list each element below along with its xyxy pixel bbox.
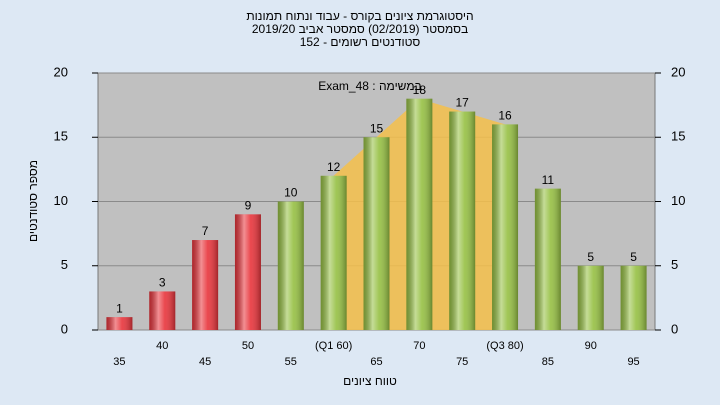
bar-shine bbox=[577, 265, 604, 330]
data-label: 3 bbox=[159, 276, 166, 290]
data-label: 16 bbox=[498, 109, 512, 123]
x-tick-label: 85 bbox=[542, 356, 554, 368]
data-label: 7 bbox=[202, 224, 209, 238]
chart-subtitle: סטודנטים רשומים - 152 bbox=[300, 35, 421, 49]
x-tick-label: 95 bbox=[627, 356, 639, 368]
bar-shine bbox=[363, 137, 390, 330]
bar-shine bbox=[149, 291, 176, 330]
bar-shine bbox=[277, 201, 304, 330]
data-label: 17 bbox=[456, 96, 470, 110]
y2-tick-label: 20 bbox=[671, 64, 685, 79]
x-axis-label: טווח ציונים bbox=[343, 374, 397, 388]
bar-shine bbox=[192, 240, 219, 330]
x-tick-label: 90 bbox=[585, 340, 597, 352]
x-tick-label: (Q3 80) bbox=[486, 340, 523, 352]
x-tick-label: 40 bbox=[156, 340, 168, 352]
data-label: 18 bbox=[413, 83, 427, 97]
y2-tick-label: 10 bbox=[671, 193, 685, 208]
x-tick-label: 70 bbox=[413, 340, 425, 352]
x-tick-label: 65 bbox=[370, 356, 382, 368]
chart-subtitle: בסמסטר (02/2019) סמסטר אביב 2019/20 bbox=[252, 22, 468, 36]
data-label: 1 bbox=[116, 301, 123, 315]
x-tick-label: 50 bbox=[242, 340, 254, 352]
bar-shine bbox=[234, 214, 261, 330]
x-tick-label: (Q1 60) bbox=[315, 340, 352, 352]
bar-shine bbox=[106, 317, 133, 330]
bar-shine bbox=[534, 188, 561, 330]
x-tick-label: 45 bbox=[199, 356, 211, 368]
chart-title: היסטוגרמת ציונים בקורס - עבוד ונתוח תמונ… bbox=[246, 9, 473, 23]
bar-shine bbox=[492, 124, 519, 331]
data-label: 12 bbox=[327, 160, 341, 174]
annotation: Exam_48 : במשימה bbox=[318, 79, 422, 93]
y-tick-label: 10 bbox=[54, 193, 68, 208]
data-label: 5 bbox=[587, 250, 594, 264]
y-tick-label: 15 bbox=[54, 129, 68, 144]
bar-shine bbox=[320, 175, 347, 330]
data-label: 5 bbox=[630, 250, 637, 264]
y-tick-label: 5 bbox=[61, 257, 68, 272]
data-label: 15 bbox=[370, 121, 384, 135]
x-tick-label: 75 bbox=[456, 356, 468, 368]
y2-tick-label: 5 bbox=[671, 257, 678, 272]
bar-shine bbox=[406, 98, 433, 330]
data-label: 9 bbox=[245, 199, 252, 213]
data-label: 11 bbox=[542, 173, 555, 187]
bar-shine bbox=[449, 111, 476, 330]
y2-tick-label: 0 bbox=[671, 321, 678, 336]
data-label: 10 bbox=[284, 186, 298, 200]
x-tick-label: 35 bbox=[113, 356, 125, 368]
y2-tick-label: 15 bbox=[671, 129, 685, 144]
bar-shine bbox=[620, 265, 647, 330]
y-axis-label: מספר סטודנטים bbox=[26, 160, 40, 242]
x-tick-label: 55 bbox=[285, 356, 297, 368]
y-tick-label: 20 bbox=[54, 64, 68, 79]
y-tick-label: 0 bbox=[61, 321, 68, 336]
